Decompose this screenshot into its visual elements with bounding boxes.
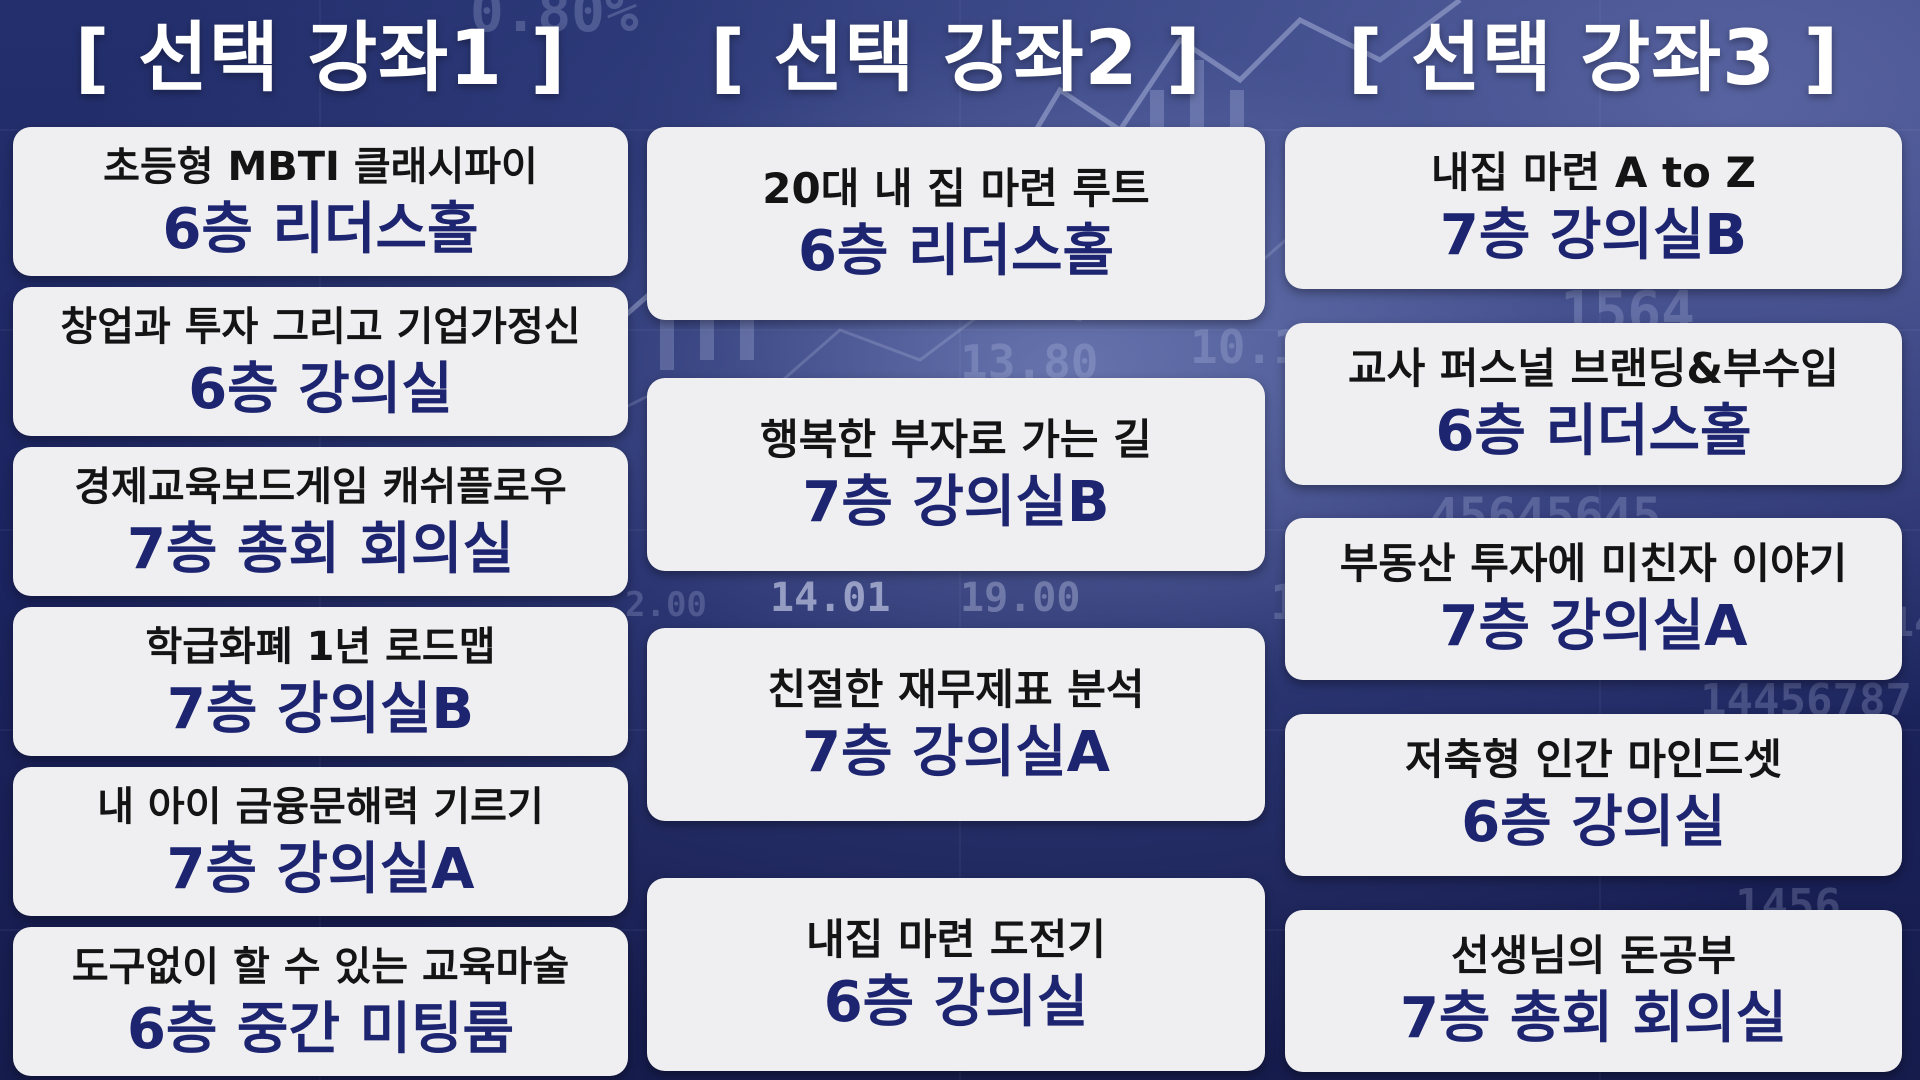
course-title: 초등형 MBTI 클래시파이	[103, 143, 538, 190]
course-room: 6층 강의실	[1461, 790, 1726, 855]
course-card[interactable]: 행복한 부자로 가는 길 7층 강의실B	[647, 378, 1265, 571]
course-card[interactable]: 내 아이 금융문해력 기르기 7층 강의실A	[13, 767, 628, 916]
course-card[interactable]: 학급화폐 1년 로드맵 7층 강의실B	[13, 607, 628, 756]
course-room: 7층 강의실A	[1439, 594, 1748, 659]
course-title: 경제교육보드게임 캐쉬플로우	[74, 463, 567, 510]
course-card[interactable]: 초등형 MBTI 클래시파이 6층 리더스홀	[13, 127, 628, 276]
course-title: 선생님의 돈공부	[1450, 931, 1737, 980]
bg-number: 0.80%	[470, 0, 639, 45]
course-card[interactable]: 내집 마련 도전기 6층 강의실	[647, 878, 1265, 1071]
course-room: 6층 강의실	[188, 356, 453, 422]
course-room: 7층 강의실B	[166, 676, 475, 742]
course-room: 7층 총회 회의실	[126, 516, 515, 582]
course-title: 도구없이 할 수 있는 교육마술	[71, 943, 570, 990]
course-title: 내 아이 금융문해력 기르기	[97, 783, 544, 830]
column-title-1: [ 선택 강좌1 ]	[74, 13, 567, 102]
course-card[interactable]: 20대 내 집 마련 루트 6층 리더스홀	[647, 127, 1265, 320]
course-card[interactable]: 도구없이 할 수 있는 교육마술 6층 중간 미팅룸	[13, 927, 628, 1076]
course-room: 6층 리더스홀	[797, 218, 1115, 284]
bg-number: 14.01	[770, 575, 891, 621]
course-card[interactable]: 창업과 투자 그리고 기업가정신 6층 강의실	[13, 287, 628, 436]
course-title: 학급화폐 1년 로드맵	[145, 623, 496, 670]
course-room: 7층 총회 회의실	[1399, 986, 1788, 1051]
course-card[interactable]: 선생님의 돈공부 7층 총회 회의실	[1285, 910, 1902, 1072]
course-title: 내집 마련 도전기	[806, 914, 1106, 964]
bg-number: 10.1	[1190, 320, 1301, 374]
course-room: 7층 강의실A	[802, 719, 1110, 785]
course-room: 7층 강의실B	[802, 469, 1110, 535]
course-card[interactable]: 저축형 인간 마인드셋 6층 강의실	[1285, 714, 1902, 876]
course-room: 7층 강의실B	[1439, 203, 1748, 268]
course-room: 6층 중간 미팅룸	[126, 996, 515, 1062]
course-card[interactable]: 교사 퍼스널 브랜딩&부수입 6층 리더스홀	[1285, 323, 1902, 485]
course-card[interactable]: 경제교육보드게임 캐쉬플로우 7층 총회 회의실	[13, 447, 628, 596]
course-card[interactable]: 부동산 투자에 미친자 이야기 7층 강의실A	[1285, 518, 1902, 680]
course-room: 6층 리더스홀	[1435, 399, 1752, 464]
course-room: 6층 리더스홀	[162, 196, 479, 262]
bg-number: 2.00	[625, 585, 707, 625]
course-title: 저축형 인간 마인드셋	[1404, 735, 1782, 784]
course-title: 20대 내 집 마련 루트	[762, 163, 1150, 213]
course-title: 창업과 투자 그리고 기업가정신	[60, 303, 581, 350]
course-title: 친절한 재무제표 분석	[767, 664, 1145, 714]
course-card[interactable]: 내집 마련 A to Z 7층 강의실B	[1285, 127, 1902, 289]
course-card[interactable]: 친절한 재무제표 분석 7층 강의실A	[647, 628, 1265, 821]
bg-number: 19.00	[960, 575, 1081, 621]
course-title: 행복한 부자로 가는 길	[760, 414, 1152, 464]
course-room: 6층 강의실	[823, 969, 1089, 1035]
course-room: 7층 강의실A	[166, 836, 475, 902]
column-title-3: [ 선택 강좌3 ]	[1347, 13, 1840, 102]
course-title: 부동산 투자에 미친자 이야기	[1339, 539, 1848, 588]
course-title: 교사 퍼스널 브랜딩&부수입	[1348, 344, 1839, 393]
course-title: 내집 마련 A to Z	[1431, 148, 1756, 197]
column-title-2: [ 선택 강좌2 ]	[710, 13, 1202, 102]
